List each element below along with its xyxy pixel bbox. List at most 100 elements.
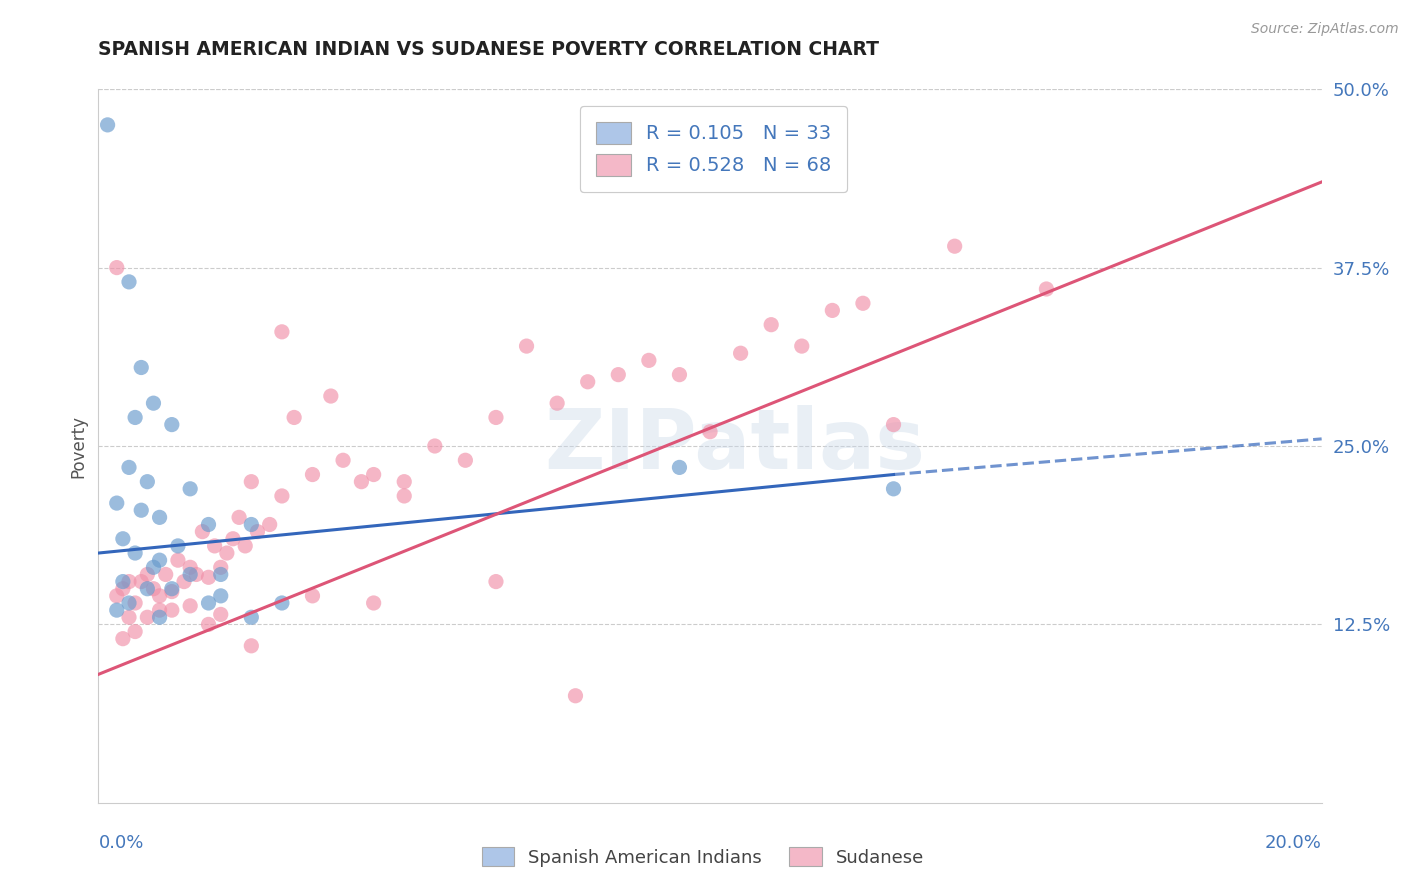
Point [149,553,172,567]
Point [167,553,190,567]
Point [392,475,416,489]
Point [233,539,256,553]
Point [761,318,783,332]
Legend: Spanish American Indians, Sudanese: Spanish American Indians, Sudanese [474,840,932,874]
Point [576,375,599,389]
Point [1035,282,1057,296]
Point [332,453,354,467]
Point [160,584,183,599]
Point [283,410,305,425]
Point [240,517,263,532]
Point [105,589,128,603]
Point [124,410,146,425]
Point [516,339,538,353]
Point [105,260,128,275]
Point [118,596,141,610]
Point [124,546,146,560]
Point [111,632,134,646]
Point [240,610,263,624]
Point [118,574,141,589]
Point [118,610,141,624]
Point [149,510,172,524]
Point [118,275,141,289]
Point [149,589,172,603]
Point [160,582,183,596]
Point [136,567,159,582]
Point [136,582,159,596]
Point [883,417,905,432]
Point [97,118,120,132]
Point [259,517,281,532]
Point [142,582,165,596]
Point [105,496,128,510]
Point [270,489,294,503]
Point [270,325,294,339]
Point [124,596,146,610]
Point [943,239,966,253]
Point [319,389,342,403]
Point [142,396,165,410]
Point [392,489,416,503]
Point [124,624,146,639]
Point [142,560,165,574]
Point [423,439,446,453]
Point [111,532,134,546]
Point [173,574,195,589]
Point [149,610,172,624]
Point [209,567,232,582]
Point [167,539,190,553]
Point [179,567,201,582]
Point [118,460,141,475]
Point [454,453,477,467]
Point [209,607,232,622]
Point [111,582,134,596]
Point [160,603,183,617]
Point [191,524,214,539]
Y-axis label: Poverty: Poverty [69,415,87,477]
Point [638,353,661,368]
Point [197,617,219,632]
Point [790,339,813,353]
Point [136,475,159,489]
Point [240,475,263,489]
Point [883,482,905,496]
Point [209,560,232,574]
Point [179,560,201,574]
Point [607,368,630,382]
Point [209,589,232,603]
Point [240,639,263,653]
Point [852,296,875,310]
Text: 20.0%: 20.0% [1265,834,1322,852]
Point [564,689,586,703]
Text: 0.0%: 0.0% [98,834,143,852]
Point [136,610,159,624]
Point [155,567,177,582]
Point [363,467,385,482]
Point [222,532,245,546]
Text: SPANISH AMERICAN INDIAN VS SUDANESE POVERTY CORRELATION CHART: SPANISH AMERICAN INDIAN VS SUDANESE POVE… [98,40,879,59]
Point [129,574,152,589]
Point [821,303,844,318]
Legend: R = 0.105   N = 33, R = 0.528   N = 68: R = 0.105 N = 33, R = 0.528 N = 68 [581,106,846,192]
Point [730,346,752,360]
Point [197,517,219,532]
Point [246,524,269,539]
Point [668,368,690,382]
Point [111,574,134,589]
Point [350,475,373,489]
Point [129,503,152,517]
Text: ZIPatlas: ZIPatlas [544,406,925,486]
Point [204,539,226,553]
Point [485,574,508,589]
Point [215,546,238,560]
Point [485,410,508,425]
Point [546,396,568,410]
Point [129,360,152,375]
Point [301,589,323,603]
Text: Source: ZipAtlas.com: Source: ZipAtlas.com [1251,22,1399,37]
Point [160,417,183,432]
Point [197,596,219,610]
Point [197,570,219,584]
Point [668,460,690,475]
Point [699,425,721,439]
